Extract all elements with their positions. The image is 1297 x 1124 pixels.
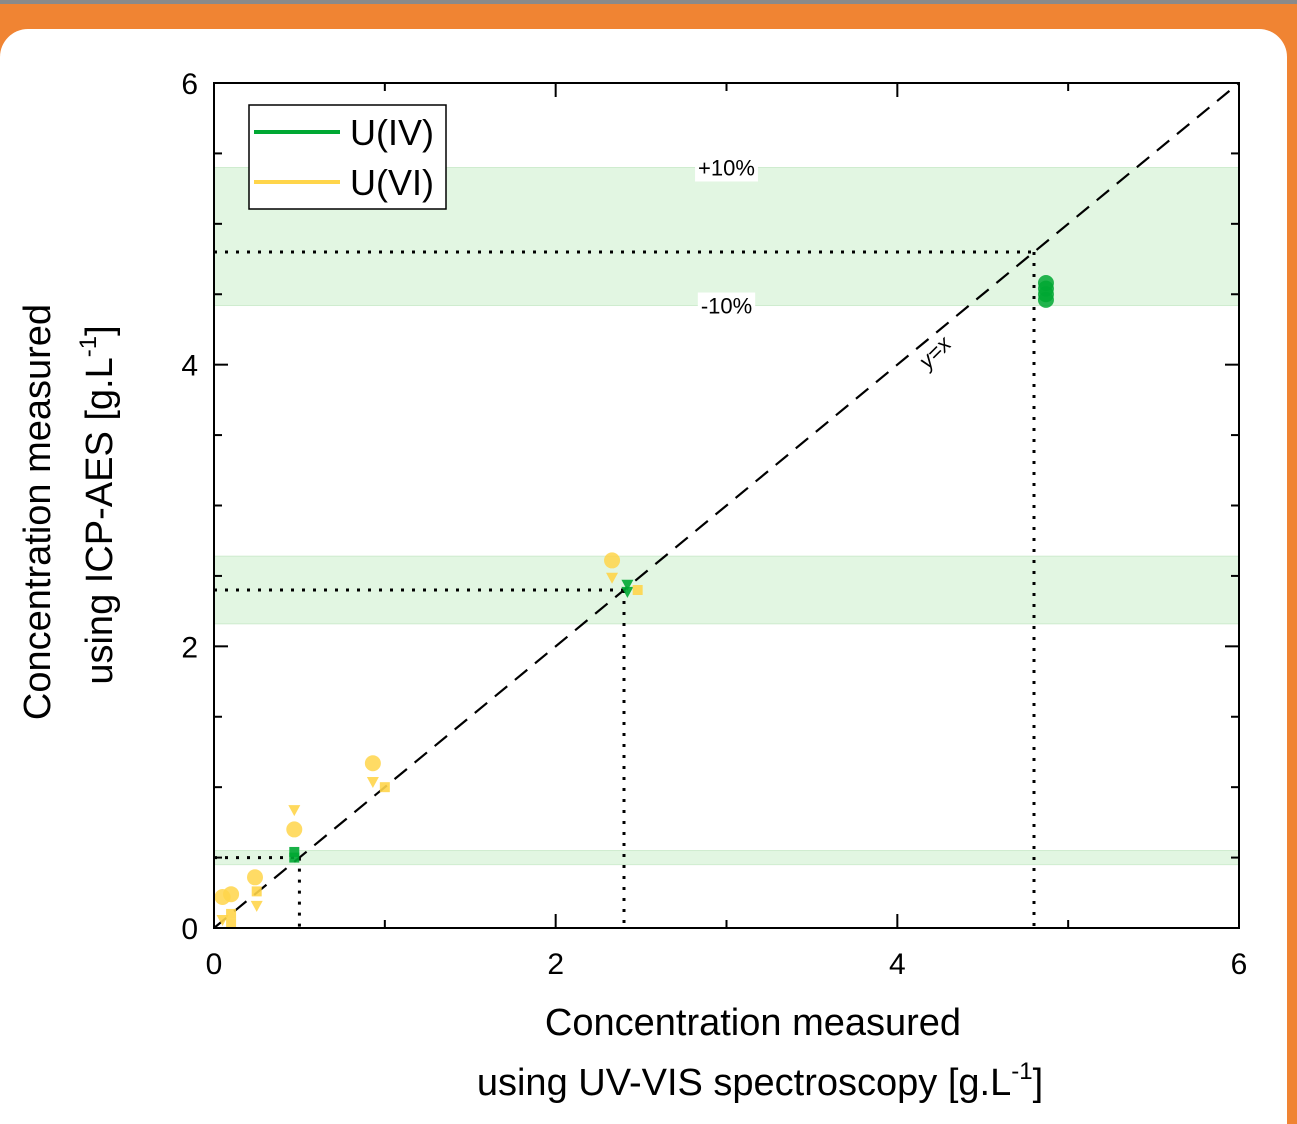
tolerance-bands: [213, 167, 1240, 866]
point-uvi-15: [632, 585, 643, 595]
x-axis-label-close: ]: [1033, 1062, 1044, 1104]
band-lower-label-background: [697, 292, 756, 320]
x-axis-label-text: using UV-VIS spectroscopy [g.L: [477, 1062, 1011, 1104]
y-axis-label: Concentration measured using ICP-AES [g.…: [17, 304, 121, 720]
point-uvi-7: [250, 900, 263, 912]
point-uvi-3: [226, 908, 237, 919]
legend-label-u-vi: U(VI): [350, 162, 434, 203]
band-label-upper: +10%: [698, 156, 755, 181]
reference-guides: [214, 250, 1036, 928]
y-axis-label-exponent: -1: [75, 336, 102, 357]
point-uiv-0: [289, 846, 300, 857]
y-tick-label-6: 6: [181, 68, 198, 101]
x-axis-tick-labels: 0 2 4 6: [206, 948, 1248, 981]
x-tick-label-2: 2: [547, 948, 564, 981]
point-uvi-4: [226, 918, 237, 929]
point-uiv-3: [621, 586, 634, 598]
y-tick-label-4: 4: [181, 350, 198, 383]
x-axis-label-line1: Concentration measured: [545, 1002, 961, 1044]
tolerance-band-1: [213, 555, 1240, 625]
y-tick-label-0: 0: [181, 913, 198, 946]
point-uvi-1: [223, 886, 240, 903]
point-uvi-11: [366, 776, 379, 788]
y-axis-label-line1: Concentration measured: [17, 304, 59, 720]
point-uiv-1: [289, 852, 300, 863]
point-uvi-13: [604, 552, 621, 569]
window-top-edge: [0, 0, 1297, 4]
axis-ticks: [213, 82, 1240, 929]
y-axis-label-line2: using ICP-AES [g.L-1]: [75, 325, 121, 684]
band-upper-label-background: [695, 154, 758, 182]
legend: U(IV) U(VI): [248, 104, 447, 210]
point-uvi-8: [286, 821, 303, 838]
point-uvi-14: [606, 572, 619, 584]
y-axis-label-text: using ICP-AES [g.L: [79, 357, 121, 684]
point-uvi-6: [251, 886, 262, 897]
x-axis-label-exponent: -1: [1011, 1058, 1032, 1085]
point-uvi-5: [247, 869, 263, 886]
legend-label-u-iv: U(IV): [350, 112, 434, 153]
point-uvi-2: [216, 914, 229, 926]
x-axis-label-line2: using UV-VIS spectroscopy [g.L-1]: [477, 1058, 1043, 1104]
tolerance-band-0: [213, 850, 1240, 866]
y-axis-label-close: ]: [79, 325, 121, 336]
point-uiv-7: [1037, 291, 1054, 308]
y-tick-label-2: 2: [181, 631, 198, 664]
x-tick-label-6: 6: [1231, 948, 1248, 981]
point-uvi-9: [288, 805, 301, 817]
x-tick-label-4: 4: [889, 948, 906, 981]
data-points: [214, 274, 1054, 929]
point-uvi-12: [379, 782, 390, 793]
legend-box: [248, 104, 447, 210]
identity-label: y=x: [912, 330, 956, 374]
point-uiv-2: [621, 579, 634, 591]
band-label-lower: -10%: [701, 294, 752, 319]
y-axis-tick-labels: 0 2 4 6: [181, 68, 198, 946]
x-tick-label-0: 0: [206, 948, 223, 981]
point-uvi-10: [364, 755, 381, 772]
